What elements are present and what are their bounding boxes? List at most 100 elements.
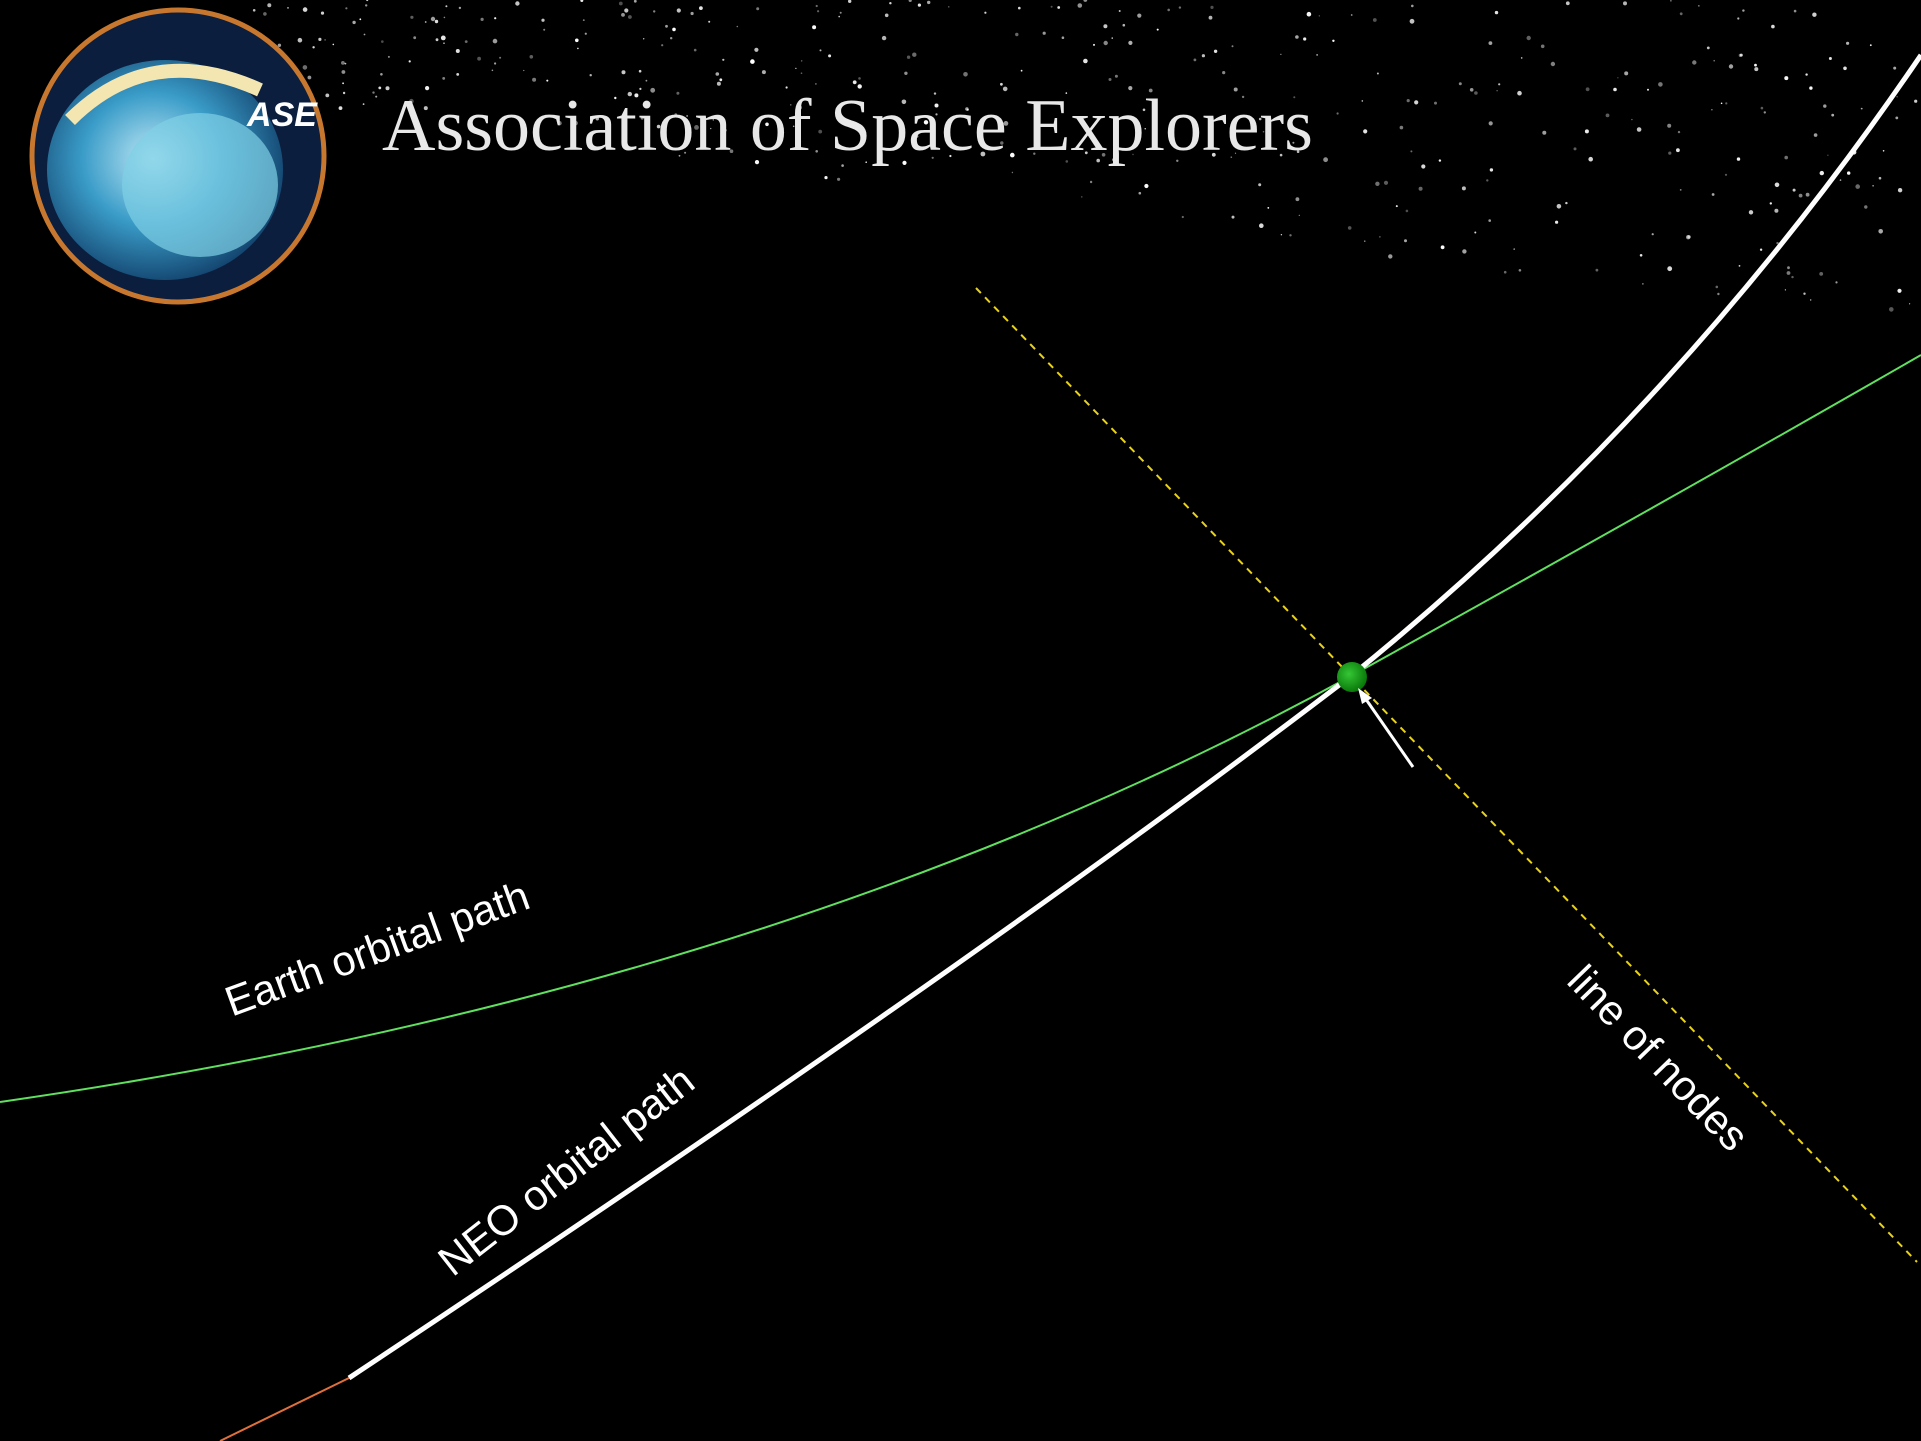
star	[1725, 102, 1727, 104]
star	[324, 39, 326, 41]
star	[575, 39, 579, 43]
star	[1754, 67, 1758, 71]
star	[1104, 41, 1108, 45]
star	[1670, 0, 1672, 2]
star	[465, 40, 468, 43]
star	[1658, 82, 1663, 87]
star	[303, 7, 308, 12]
star	[1823, 104, 1826, 107]
star	[1411, 5, 1414, 8]
star	[287, 7, 289, 9]
star	[1586, 87, 1590, 91]
star	[817, 10, 819, 12]
star	[253, 9, 256, 12]
star	[1764, 111, 1766, 113]
star	[1337, 112, 1339, 114]
star	[1128, 41, 1132, 45]
star	[1707, 47, 1710, 50]
star	[1895, 117, 1898, 120]
star	[341, 61, 345, 65]
star	[1474, 91, 1478, 95]
page: ASE Association of Space Explorers Earth…	[0, 0, 1921, 1441]
star	[456, 73, 459, 76]
star	[1889, 307, 1894, 312]
star	[1835, 281, 1837, 283]
star	[1267, 207, 1269, 209]
star	[820, 49, 822, 51]
star	[375, 96, 377, 98]
star	[1794, 10, 1797, 13]
star	[1647, 89, 1649, 91]
star	[1194, 59, 1197, 62]
star	[409, 60, 411, 62]
star	[1489, 121, 1493, 125]
star	[1566, 1, 1570, 5]
star	[1407, 99, 1410, 102]
star	[1462, 249, 1466, 253]
star	[1232, 216, 1235, 219]
star	[1057, 6, 1060, 9]
star	[1872, 185, 1874, 187]
star	[1379, 236, 1380, 237]
star	[1439, 159, 1441, 161]
star	[1749, 210, 1753, 214]
logo-label: ASE	[246, 96, 318, 134]
star	[912, 53, 916, 57]
star	[1490, 168, 1493, 171]
star	[646, 80, 648, 82]
star	[1090, 181, 1092, 183]
star	[431, 17, 435, 21]
star	[677, 8, 681, 12]
star	[1878, 229, 1883, 234]
star	[1711, 109, 1712, 110]
star	[812, 25, 816, 29]
star	[1496, 90, 1497, 91]
star	[583, 19, 585, 21]
star	[1617, 77, 1618, 78]
star	[1820, 171, 1824, 175]
star	[1289, 234, 1291, 236]
star	[339, 106, 343, 110]
star	[1806, 193, 1810, 197]
star	[1364, 241, 1365, 242]
star	[1870, 44, 1872, 46]
star	[1323, 157, 1328, 162]
star	[308, 76, 312, 80]
star	[1588, 157, 1593, 162]
star	[853, 80, 857, 84]
star	[1831, 114, 1834, 117]
star	[443, 43, 444, 44]
star	[1799, 194, 1803, 198]
star	[1785, 289, 1786, 290]
star	[1784, 156, 1788, 160]
star	[543, 29, 545, 31]
star	[1784, 76, 1788, 80]
star	[691, 12, 694, 15]
star	[1388, 254, 1392, 258]
star	[380, 73, 383, 76]
star	[1210, 6, 1213, 9]
star	[1078, 3, 1083, 8]
star	[1739, 265, 1741, 267]
star	[1805, 73, 1807, 75]
star	[1814, 133, 1818, 137]
star	[1362, 100, 1364, 102]
star	[303, 65, 308, 70]
star	[585, 33, 587, 35]
star	[1043, 32, 1046, 35]
star	[1363, 129, 1367, 133]
star	[1018, 7, 1021, 10]
star	[1258, 183, 1261, 186]
star	[1754, 64, 1757, 67]
star	[1434, 102, 1437, 105]
star	[492, 70, 494, 72]
star	[1712, 193, 1715, 196]
star	[1557, 204, 1562, 209]
star	[1015, 33, 1018, 36]
star	[321, 12, 324, 15]
star	[425, 21, 427, 23]
star	[1299, 215, 1300, 216]
star	[1737, 157, 1740, 160]
star	[388, 56, 390, 58]
star	[737, 26, 739, 28]
